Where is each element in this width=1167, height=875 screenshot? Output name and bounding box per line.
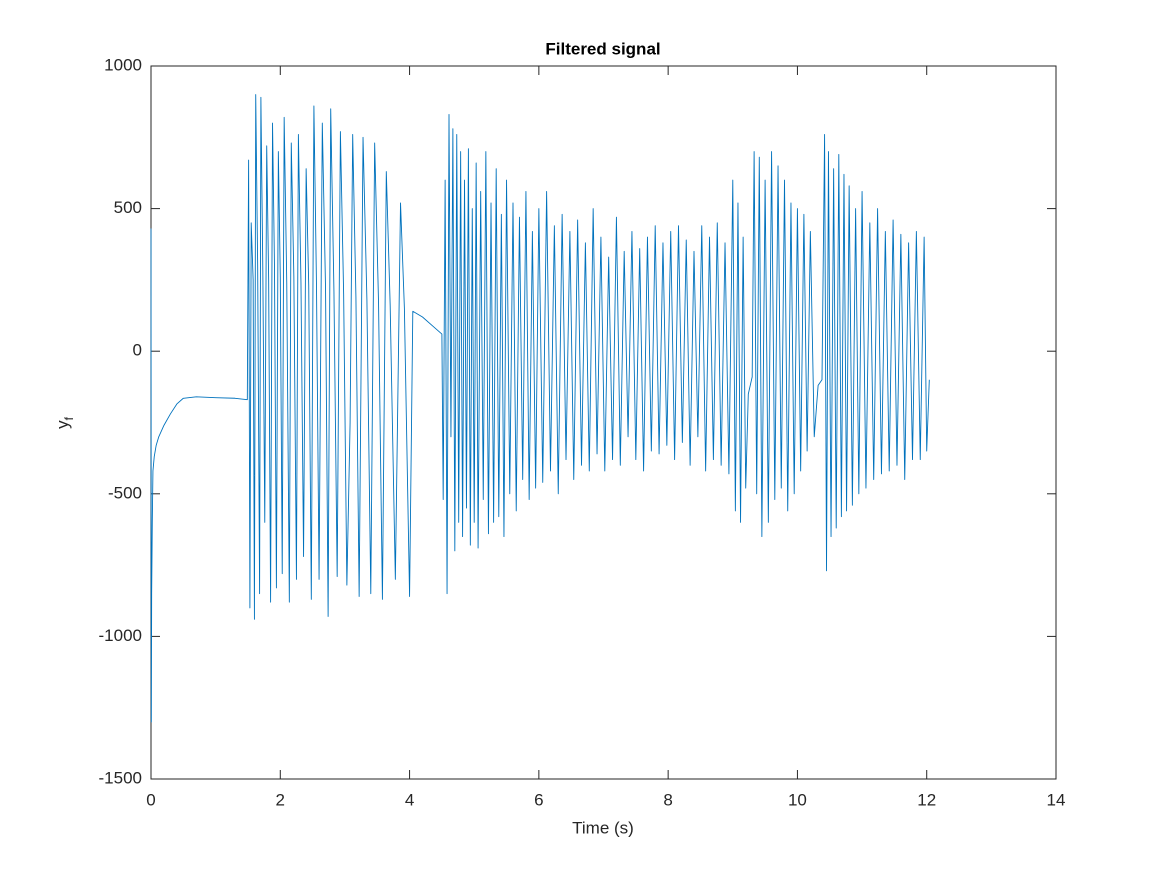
x-tick-label: 6: [534, 790, 543, 809]
y-tick-label: 500: [114, 198, 142, 217]
x-tick-label: 14: [1047, 790, 1066, 809]
y-tick-label: 0: [133, 341, 142, 360]
x-axis-label: Time (s): [572, 818, 634, 837]
y-tick-label: -500: [108, 483, 142, 502]
y-tick-label: 1000: [104, 55, 142, 74]
x-tick-label: 2: [276, 790, 285, 809]
x-tick-label: 8: [663, 790, 672, 809]
y-axis-label: yf: [53, 416, 76, 429]
x-tick-label: 4: [405, 790, 414, 809]
plot-box: [150, 65, 1057, 780]
y-axis-label-base: y: [53, 420, 72, 429]
y-tick-label: -1500: [99, 768, 142, 787]
y-tick-label: -1000: [99, 626, 142, 645]
chart-title: Filtered signal: [545, 39, 660, 58]
signal-line: [150, 94, 930, 723]
y-axis-label-subscript: f: [62, 416, 76, 420]
x-tick-label: 10: [788, 790, 807, 809]
x-tick-label: 0: [146, 790, 155, 809]
x-tick-label: 12: [917, 790, 936, 809]
